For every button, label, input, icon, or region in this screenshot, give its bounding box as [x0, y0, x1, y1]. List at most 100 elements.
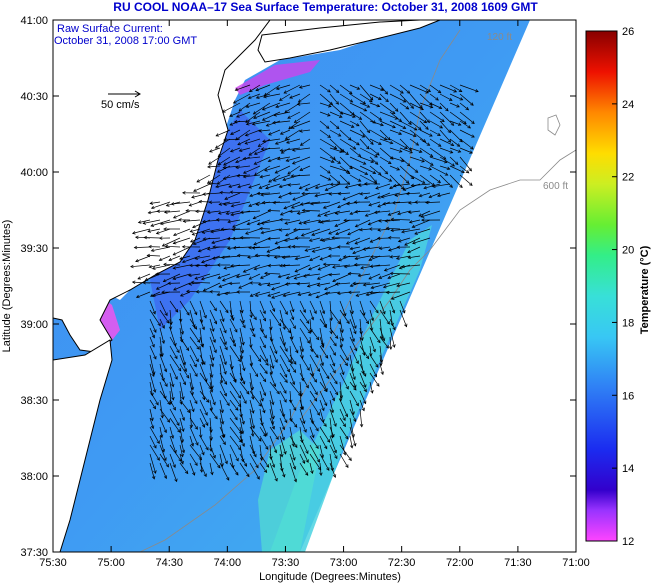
current-vector-head: [404, 145, 408, 149]
current-vector: [156, 282, 171, 290]
current-vector-head: [229, 190, 234, 194]
current-vector: [169, 318, 172, 330]
current-vector: [309, 300, 317, 314]
current-vector: [388, 210, 401, 216]
current-vector-head: [319, 257, 324, 261]
current-vector-head: [378, 141, 382, 145]
current-vector-head: [192, 324, 196, 329]
current-vector: [389, 120, 406, 129]
current-vector-head: [444, 172, 449, 176]
current-vector: [369, 372, 380, 387]
current-vector: [289, 318, 296, 329]
current-vector: [279, 354, 290, 373]
current-vector: [169, 444, 182, 462]
current-vector: [189, 408, 192, 428]
current-vector: [319, 390, 328, 406]
current-vector-head: [208, 200, 213, 205]
current-vector: [314, 192, 331, 197]
current-vector-head: [307, 292, 312, 297]
current-vector: [226, 210, 241, 215]
current-vector: [359, 129, 374, 145]
current-vector-head: [345, 435, 349, 440]
current-vector-head: [310, 202, 314, 206]
current-vector-head: [222, 176, 227, 180]
current-vector-head: [198, 199, 203, 204]
current-vector: [269, 453, 275, 468]
current-vector: [289, 309, 294, 320]
current-vector: [320, 219, 341, 223]
current-vector: [179, 426, 184, 443]
current-vector: [149, 300, 156, 315]
current-vector: [359, 192, 371, 195]
current-vector: [229, 453, 234, 468]
current-vector-head: [228, 184, 232, 188]
current-vector: [269, 408, 274, 425]
current-vector: [459, 93, 474, 106]
current-vector-head: [260, 422, 264, 427]
current-vector-head: [327, 170, 331, 174]
current-vector: [349, 120, 360, 127]
current-vector-head: [242, 156, 247, 161]
current-vector: [379, 309, 390, 325]
current-vector: [329, 345, 336, 356]
current-vector-head: [332, 278, 336, 283]
current-vector-head: [213, 307, 217, 312]
current-vector-head: [350, 444, 354, 449]
current-vector: [254, 156, 271, 165]
current-vector-head: [241, 341, 245, 346]
current-vector: [319, 120, 330, 129]
current-vector: [352, 246, 371, 254]
current-vector-head: [447, 139, 452, 143]
current-vector-head: [370, 159, 375, 163]
current-vector: [249, 327, 256, 337]
current-vector: [294, 273, 311, 280]
current-vector-head: [438, 105, 443, 110]
current-vector: [339, 444, 352, 461]
current-vector: [329, 336, 337, 347]
current-vector: [262, 111, 281, 121]
current-vector: [289, 435, 298, 448]
current-vector: [199, 309, 203, 323]
current-vector-head: [185, 208, 189, 213]
current-vector-head: [321, 238, 326, 243]
current-vector-head: [363, 384, 367, 388]
current-vector: [369, 174, 377, 183]
current-vector: [219, 453, 223, 467]
current-vector: [229, 444, 239, 462]
current-vector: [209, 336, 217, 353]
current-vector-head: [321, 407, 325, 412]
current-vector-head: [135, 258, 139, 263]
current-vector: [238, 282, 251, 289]
current-vector-head: [203, 263, 208, 268]
current-vector: [399, 165, 414, 179]
current-vector-head: [291, 161, 296, 165]
current-vector-head: [168, 326, 173, 331]
current-vector-head: [456, 104, 460, 108]
current-vector: [299, 408, 305, 424]
current-vector-head: [142, 280, 146, 285]
current-vector: [385, 219, 401, 222]
current-vector: [269, 381, 280, 395]
x-tick-label: 74:30: [155, 557, 183, 569]
current-vector: [409, 111, 427, 123]
current-vector: [319, 156, 335, 163]
current-vector-head: [279, 148, 284, 153]
current-vector-head: [418, 193, 423, 198]
current-vector: [368, 273, 381, 280]
current-vector: [159, 363, 165, 381]
current-vector-head: [328, 231, 332, 235]
current-vector: [309, 237, 321, 242]
current-vector-head: [196, 346, 200, 350]
current-vector-head: [322, 262, 327, 267]
current-vector-head: [214, 145, 219, 149]
current-vector: [219, 390, 230, 406]
current-vector: [439, 84, 457, 93]
current-vector: [319, 111, 331, 117]
current-vector-head: [251, 327, 255, 332]
current-vector-head: [166, 320, 170, 324]
current-vector-head: [207, 165, 211, 169]
current-vector-head: [365, 320, 369, 325]
current-vector-head: [245, 104, 250, 109]
current-vector: [369, 102, 380, 107]
current-vector-head: [467, 125, 472, 129]
